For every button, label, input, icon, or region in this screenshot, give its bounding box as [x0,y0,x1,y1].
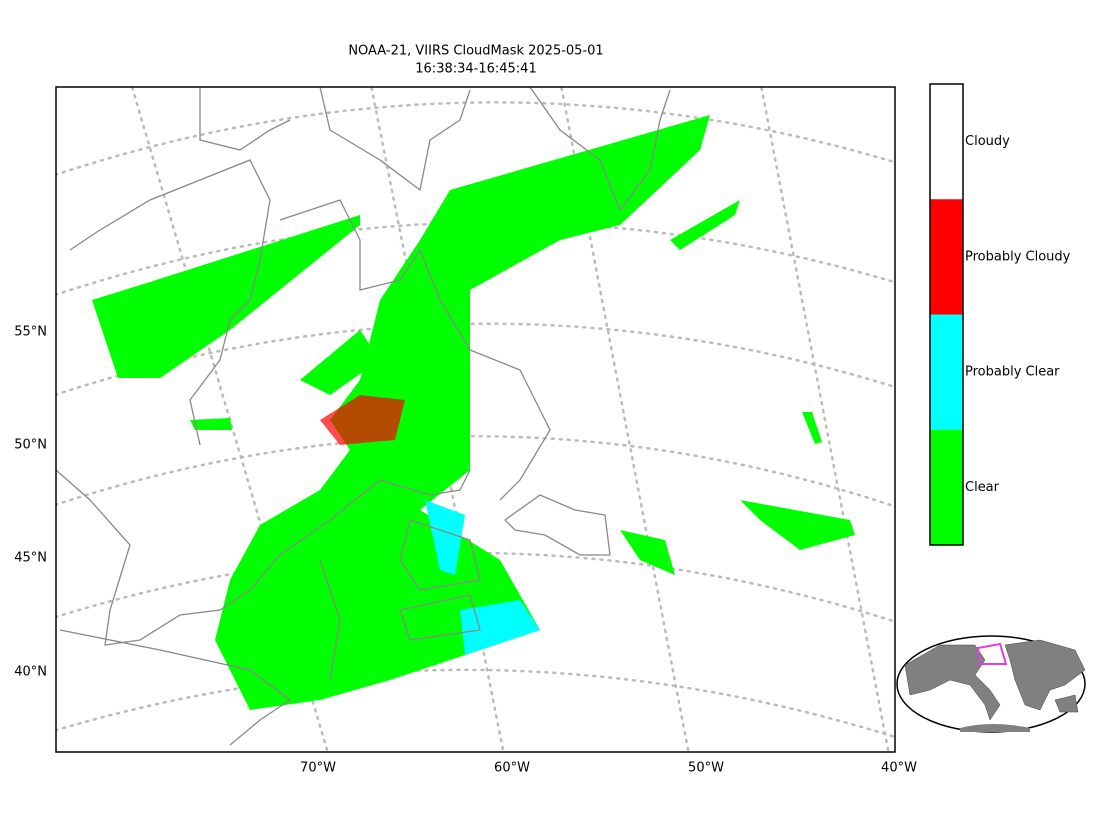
lat-label: 50°N [14,438,47,453]
lat-label: 55°N [14,325,47,340]
lon-label: 50°W [688,761,724,776]
lon-label: 60°W [494,761,530,776]
colorbar-label: Probably Cloudy [965,249,1071,264]
inset-globe [896,635,1086,733]
lat-label: 40°N [14,665,47,680]
colorbar-segment [930,429,963,545]
colorbar-label: Clear [965,480,1000,495]
lat-label: 45°N [14,551,47,566]
lon-label: 40°W [881,761,917,776]
colorbar: Cloudy Probably Cloudy Probably Clear Clear [929,83,1071,546]
colorbar-segment [930,199,963,315]
map [56,87,895,752]
coastlines [56,87,671,746]
colorbar-label: Probably Clear [965,365,1060,380]
title-line-2: 16:38:34-16:45:41 [415,62,536,77]
lon-label: 70°W [300,761,336,776]
map-frame [55,86,896,753]
colorbar-frame [929,83,964,546]
swath [92,115,855,710]
title-line-1: NOAA-21, VIIRS CloudMask 2025-05-01 [348,44,603,59]
colorbar-segment [930,84,963,200]
colorbar-segment [930,314,963,430]
colorbar-label: Cloudy [965,134,1010,149]
